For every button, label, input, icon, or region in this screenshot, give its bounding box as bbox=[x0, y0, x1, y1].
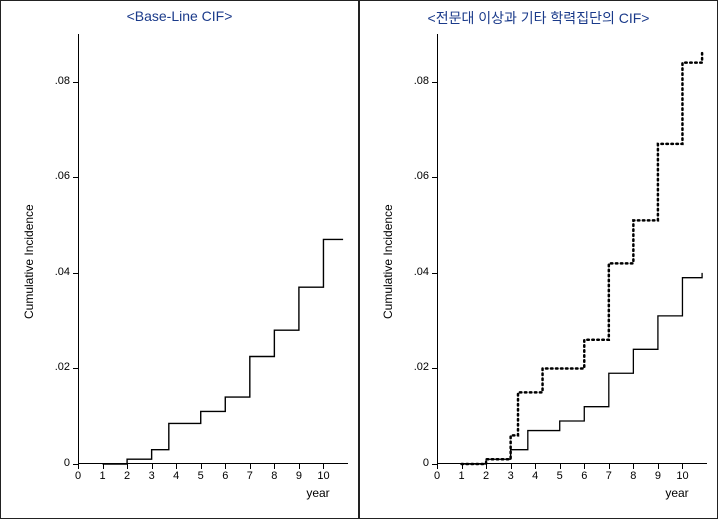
x-tick-label: 8 bbox=[264, 470, 284, 482]
x-tick-label: 2 bbox=[117, 470, 137, 482]
plot-area: 0.02.04.06.08012345678910 bbox=[437, 34, 707, 464]
x-tick-mark bbox=[78, 464, 79, 469]
x-tick-label: 4 bbox=[166, 470, 186, 482]
x-tick-label: 10 bbox=[672, 470, 692, 482]
series-svg bbox=[437, 34, 707, 464]
x-tick-label: 0 bbox=[427, 470, 447, 482]
x-tick-label: 1 bbox=[93, 470, 113, 482]
x-tick-mark bbox=[152, 464, 153, 469]
x-tick-mark bbox=[535, 464, 536, 469]
series-svg bbox=[78, 34, 348, 464]
x-tick-mark bbox=[511, 464, 512, 469]
x-tick-mark bbox=[584, 464, 585, 469]
x-tick-label: 7 bbox=[599, 470, 619, 482]
y-axis-label: Cumulative Incidence bbox=[381, 204, 395, 319]
x-tick-mark bbox=[437, 464, 438, 469]
panel-right: <전문대 이상과 기타 학력집단의 CIF>0.02.04.06.0801234… bbox=[359, 0, 718, 519]
x-tick-mark bbox=[201, 464, 202, 469]
x-axis-label: year bbox=[647, 486, 707, 500]
x-tick-label: 9 bbox=[648, 470, 668, 482]
y-tick-label: 0 bbox=[389, 457, 429, 469]
x-tick-label: 4 bbox=[525, 470, 545, 482]
panel-left: <Base-Line CIF>0.02.04.06.08012345678910… bbox=[0, 0, 359, 519]
x-tick-label: 6 bbox=[215, 470, 235, 482]
series-baseline-cif bbox=[103, 239, 344, 464]
x-tick-label: 10 bbox=[313, 470, 333, 482]
x-tick-mark bbox=[658, 464, 659, 469]
x-tick-mark bbox=[103, 464, 104, 469]
x-tick-label: 1 bbox=[452, 470, 472, 482]
x-axis-label: year bbox=[288, 486, 348, 500]
x-tick-label: 5 bbox=[550, 470, 570, 482]
y-tick-label: .04 bbox=[30, 266, 70, 278]
y-tick-label: .02 bbox=[30, 361, 70, 373]
x-tick-label: 3 bbox=[142, 470, 162, 482]
plot-area: 0.02.04.06.08012345678910 bbox=[78, 34, 348, 464]
y-tick-label: .02 bbox=[389, 361, 429, 373]
y-axis-label: Cumulative Incidence bbox=[22, 204, 36, 319]
x-tick-label: 2 bbox=[476, 470, 496, 482]
x-tick-mark bbox=[250, 464, 251, 469]
x-tick-label: 3 bbox=[501, 470, 521, 482]
x-tick-label: 6 bbox=[574, 470, 594, 482]
y-tick-label: .06 bbox=[30, 170, 70, 182]
x-tick-label: 8 bbox=[623, 470, 643, 482]
x-tick-mark bbox=[225, 464, 226, 469]
series-group-high-edu bbox=[462, 53, 703, 464]
x-tick-label: 0 bbox=[68, 470, 88, 482]
panel-title: <Base-Line CIF> bbox=[0, 8, 359, 24]
x-tick-mark bbox=[609, 464, 610, 469]
y-tick-label: .08 bbox=[30, 75, 70, 87]
x-tick-mark bbox=[176, 464, 177, 469]
x-tick-mark bbox=[127, 464, 128, 469]
x-tick-label: 7 bbox=[240, 470, 260, 482]
x-tick-mark bbox=[682, 464, 683, 469]
y-tick-label: .08 bbox=[389, 75, 429, 87]
y-tick-label: .04 bbox=[389, 266, 429, 278]
x-tick-mark bbox=[323, 464, 324, 469]
panel-title: <전문대 이상과 기타 학력집단의 CIF> bbox=[359, 8, 718, 28]
y-tick-label: 0 bbox=[30, 457, 70, 469]
y-tick-label: .06 bbox=[389, 170, 429, 182]
figure-root: <Base-Line CIF>0.02.04.06.08012345678910… bbox=[0, 0, 718, 519]
x-tick-mark bbox=[560, 464, 561, 469]
x-tick-label: 5 bbox=[191, 470, 211, 482]
x-tick-mark bbox=[274, 464, 275, 469]
x-tick-mark bbox=[633, 464, 634, 469]
x-tick-mark bbox=[299, 464, 300, 469]
x-tick-label: 9 bbox=[289, 470, 309, 482]
